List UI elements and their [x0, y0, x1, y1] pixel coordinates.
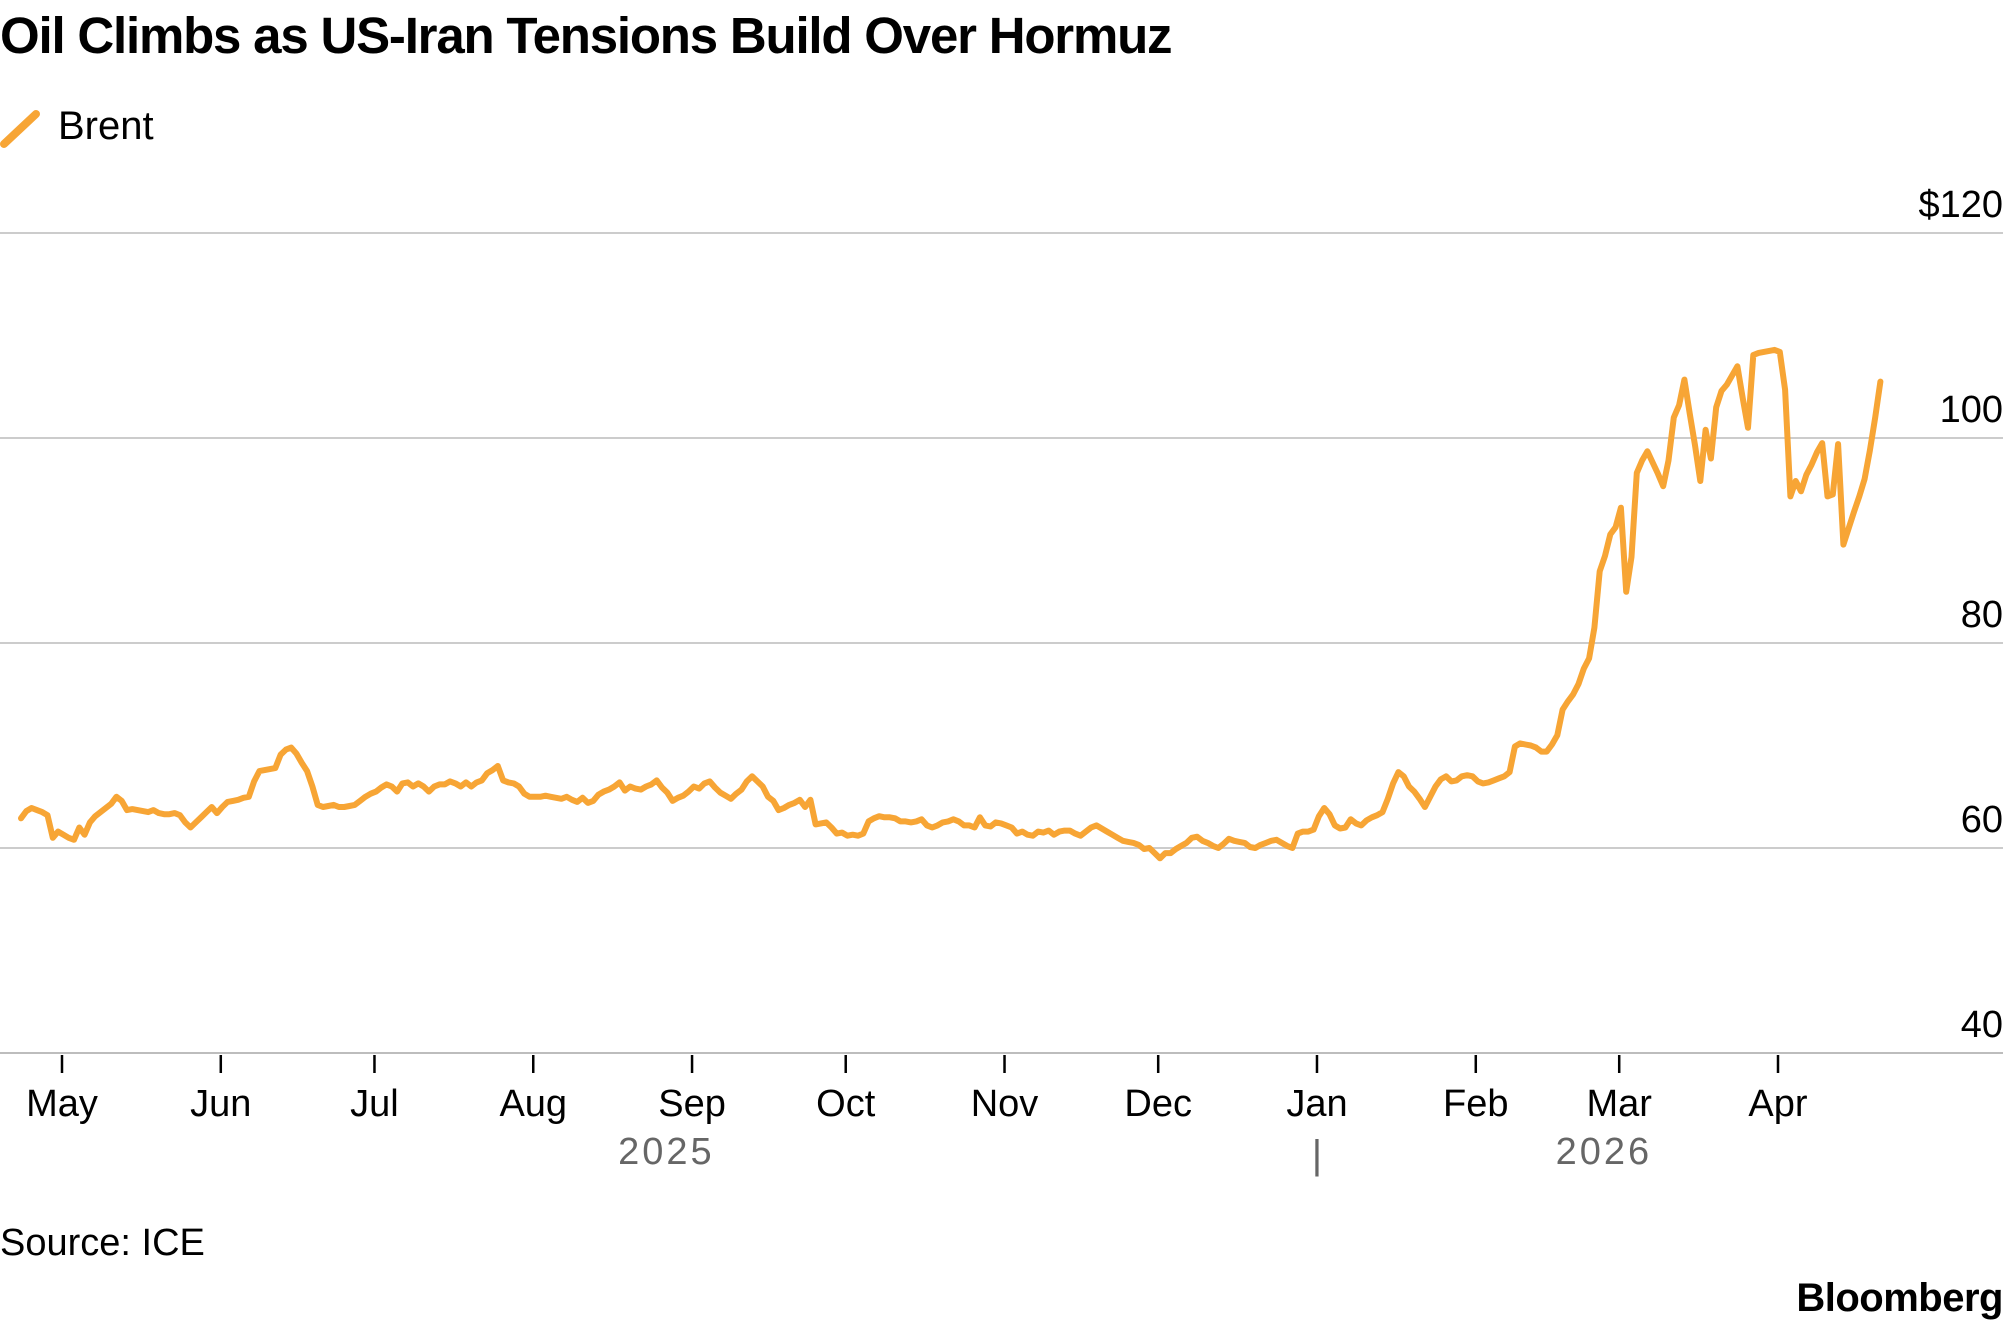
year-divider: |	[1312, 1133, 1322, 1177]
y-tick-label-40: 40	[1961, 1004, 2003, 1046]
gridlines	[0, 232, 2003, 1054]
x-tick-label-dec: Dec	[1124, 1083, 1192, 1125]
y-tick-label-100: 100	[1940, 389, 2003, 431]
brand-logo: Bloomberg	[1796, 1276, 2003, 1320]
x-tick-label-oct: Oct	[816, 1083, 876, 1125]
x-tick-label-jan: Jan	[1286, 1083, 1347, 1125]
chart-title: Oil Climbs as US-Iran Tensions Build Ove…	[0, 7, 1173, 64]
y-tick-label-60: 60	[1961, 799, 2003, 841]
x-tick-label-mar: Mar	[1586, 1083, 1652, 1125]
legend-swatch-brent	[0, 110, 40, 148]
source-note: Source: ICE	[0, 1222, 205, 1264]
x-tick-label-feb: Feb	[1443, 1083, 1508, 1125]
series-line-brent	[18, 346, 1884, 862]
x-tick-label-jul: Jul	[350, 1083, 399, 1125]
year-label-2026: 2026	[1556, 1131, 1653, 1173]
legend: Brent	[0, 98, 154, 154]
x-axis: May Jun Jul Aug Sep Oct Nov Dec Jan Feb Mar Apr 2025…	[26, 1055, 1808, 1177]
x-tick-label-aug: Aug	[499, 1083, 567, 1125]
y-tick-label-80: 80	[1961, 594, 2003, 636]
x-tick-label-sep: Sep	[658, 1083, 726, 1125]
series-brent	[18, 346, 1884, 862]
legend-label-brent: Brent	[58, 103, 154, 148]
y-axis-labels: $120 100 80 60 40	[1918, 184, 2003, 1046]
x-tick-label-jun: Jun	[190, 1083, 251, 1125]
y-tick-label-120: $120	[1918, 184, 2003, 226]
x-tick-label-may: May	[26, 1083, 98, 1125]
x-tick-label-nov: Nov	[971, 1083, 1039, 1125]
x-tick-label-apr: Apr	[1748, 1083, 1807, 1125]
year-label-2025: 2025	[618, 1131, 715, 1173]
